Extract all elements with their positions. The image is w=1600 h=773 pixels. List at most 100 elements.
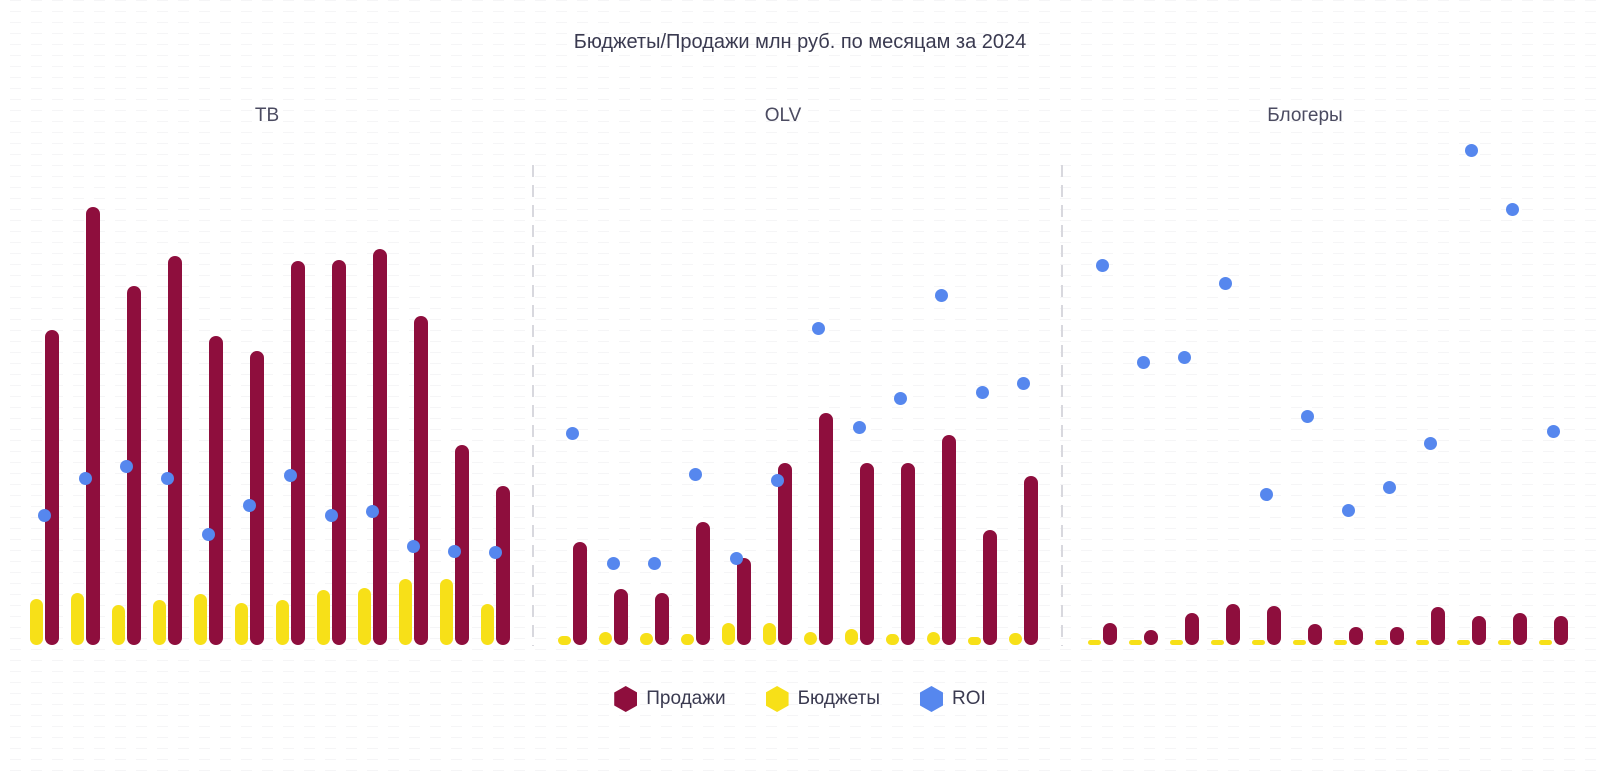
olv-budget-bar-12[interactable] xyxy=(1009,633,1022,645)
olv-budget-bar-8[interactable] xyxy=(845,629,858,645)
bloggers-roi-dot-11[interactable] xyxy=(1505,202,1519,216)
bloggers-roi-dot-7[interactable] xyxy=(1341,503,1355,517)
bloggers-roi-dot-9[interactable] xyxy=(1423,436,1437,450)
olv-roi-dot-9[interactable] xyxy=(893,391,907,405)
bloggers-sales-bar-5[interactable] xyxy=(1267,606,1281,645)
tv-sales-bar-8[interactable] xyxy=(332,260,346,645)
olv-sales-bar-2[interactable] xyxy=(614,589,628,645)
olv-roi-dot-10[interactable] xyxy=(934,288,948,302)
tv-roi-dot-7[interactable] xyxy=(283,468,297,482)
bloggers-roi-dot-6[interactable] xyxy=(1300,409,1314,423)
olv-budget-bar-9[interactable] xyxy=(886,634,899,645)
bloggers-budget-bar-10[interactable] xyxy=(1457,640,1470,645)
tv-roi-dot-4[interactable] xyxy=(160,471,174,485)
tv-budget-bar-4[interactable] xyxy=(153,600,166,645)
bloggers-roi-dot-4[interactable] xyxy=(1218,276,1232,290)
tv-roi-dot-11[interactable] xyxy=(447,544,461,558)
tv-sales-bar-1[interactable] xyxy=(45,330,59,645)
tv-sales-bar-9[interactable] xyxy=(373,249,387,645)
tv-roi-dot-12[interactable] xyxy=(488,545,502,559)
bloggers-roi-dot-1[interactable] xyxy=(1095,258,1109,272)
bloggers-roi-dot-5[interactable] xyxy=(1259,487,1273,501)
olv-roi-dot-3[interactable] xyxy=(647,556,661,570)
bloggers-budget-bar-7[interactable] xyxy=(1334,640,1347,645)
bloggers-sales-bar-1[interactable] xyxy=(1103,623,1117,645)
olv-sales-bar-11[interactable] xyxy=(983,530,997,645)
olv-roi-dot-4[interactable] xyxy=(688,467,702,481)
tv-sales-bar-12[interactable] xyxy=(496,486,510,645)
olv-roi-dot-11[interactable] xyxy=(975,385,989,399)
tv-budget-bar-2[interactable] xyxy=(71,593,84,645)
olv-budget-bar-7[interactable] xyxy=(804,632,817,645)
bloggers-sales-bar-9[interactable] xyxy=(1431,607,1445,645)
bloggers-sales-bar-4[interactable] xyxy=(1226,604,1240,645)
olv-roi-dot-1[interactable] xyxy=(565,426,579,440)
bloggers-roi-dot-12[interactable] xyxy=(1546,424,1560,438)
bloggers-budget-bar-9[interactable] xyxy=(1416,640,1429,645)
olv-sales-bar-9[interactable] xyxy=(901,463,915,645)
bloggers-sales-bar-7[interactable] xyxy=(1349,627,1363,645)
bloggers-sales-bar-12[interactable] xyxy=(1554,616,1568,645)
bloggers-budget-bar-2[interactable] xyxy=(1129,640,1142,645)
tv-budget-bar-11[interactable] xyxy=(440,579,453,645)
tv-sales-bar-10[interactable] xyxy=(414,316,428,645)
bloggers-roi-dot-10[interactable] xyxy=(1464,143,1478,157)
tv-budget-bar-9[interactable] xyxy=(358,588,371,645)
tv-roi-dot-10[interactable] xyxy=(406,539,420,553)
bloggers-sales-bar-3[interactable] xyxy=(1185,613,1199,645)
bloggers-budget-bar-3[interactable] xyxy=(1170,640,1183,645)
tv-budget-bar-6[interactable] xyxy=(235,603,248,645)
tv-sales-bar-11[interactable] xyxy=(455,445,469,645)
tv-budget-bar-7[interactable] xyxy=(276,600,289,645)
tv-budget-bar-5[interactable] xyxy=(194,594,207,645)
olv-roi-dot-2[interactable] xyxy=(606,556,620,570)
olv-roi-dot-6[interactable] xyxy=(770,473,784,487)
tv-roi-dot-1[interactable] xyxy=(37,508,51,522)
olv-sales-bar-6[interactable] xyxy=(778,463,792,645)
olv-budget-bar-4[interactable] xyxy=(681,634,694,645)
bloggers-budget-bar-8[interactable] xyxy=(1375,640,1388,645)
tv-sales-bar-7[interactable] xyxy=(291,261,305,645)
legend-item-roi[interactable]: ROI xyxy=(919,686,986,712)
olv-budget-bar-11[interactable] xyxy=(968,637,981,645)
olv-roi-dot-12[interactable] xyxy=(1016,376,1030,390)
tv-sales-bar-6[interactable] xyxy=(250,351,264,645)
olv-budget-bar-6[interactable] xyxy=(763,623,776,645)
bloggers-roi-dot-8[interactable] xyxy=(1382,480,1396,494)
olv-sales-bar-1[interactable] xyxy=(573,542,587,645)
olv-sales-bar-7[interactable] xyxy=(819,413,833,645)
olv-roi-dot-7[interactable] xyxy=(811,321,825,335)
bloggers-budget-bar-5[interactable] xyxy=(1252,640,1265,645)
bloggers-sales-bar-8[interactable] xyxy=(1390,627,1404,645)
bloggers-sales-bar-11[interactable] xyxy=(1513,613,1527,645)
bloggers-budget-bar-11[interactable] xyxy=(1498,640,1511,645)
tv-sales-bar-3[interactable] xyxy=(127,286,141,645)
olv-sales-bar-3[interactable] xyxy=(655,593,669,645)
olv-budget-bar-5[interactable] xyxy=(722,623,735,645)
bloggers-roi-dot-2[interactable] xyxy=(1136,355,1150,369)
tv-sales-bar-5[interactable] xyxy=(209,336,223,645)
tv-sales-bar-2[interactable] xyxy=(86,207,100,645)
tv-roi-dot-8[interactable] xyxy=(324,508,338,522)
olv-roi-dot-5[interactable] xyxy=(729,551,743,565)
olv-sales-bar-12[interactable] xyxy=(1024,476,1038,645)
tv-budget-bar-3[interactable] xyxy=(112,605,125,645)
tv-budget-bar-1[interactable] xyxy=(30,599,43,645)
tv-budget-bar-8[interactable] xyxy=(317,590,330,645)
olv-sales-bar-5[interactable] xyxy=(737,558,751,645)
tv-budget-bar-10[interactable] xyxy=(399,579,412,645)
olv-budget-bar-2[interactable] xyxy=(599,632,612,645)
olv-roi-dot-8[interactable] xyxy=(852,420,866,434)
olv-budget-bar-1[interactable] xyxy=(558,636,571,645)
bloggers-roi-dot-3[interactable] xyxy=(1177,350,1191,364)
olv-sales-bar-4[interactable] xyxy=(696,522,710,645)
bloggers-budget-bar-12[interactable] xyxy=(1539,640,1552,645)
tv-sales-bar-4[interactable] xyxy=(168,256,182,645)
olv-budget-bar-10[interactable] xyxy=(927,632,940,645)
tv-budget-bar-12[interactable] xyxy=(481,604,494,645)
legend-item-sales[interactable]: Продажи xyxy=(614,686,726,712)
bloggers-sales-bar-6[interactable] xyxy=(1308,624,1322,645)
tv-roi-dot-3[interactable] xyxy=(119,459,133,473)
olv-budget-bar-3[interactable] xyxy=(640,633,653,645)
legend-item-budgets[interactable]: Бюджеты xyxy=(765,686,880,712)
